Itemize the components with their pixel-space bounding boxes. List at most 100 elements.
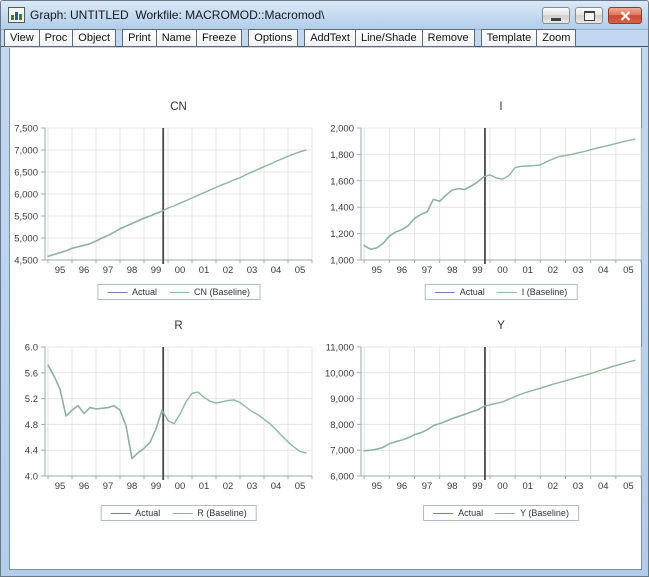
svg-text:4,500: 4,500: [14, 256, 38, 267]
chart-title: R: [174, 320, 182, 332]
svg-text:04: 04: [598, 481, 609, 492]
svg-text:5.2: 5.2: [25, 394, 38, 405]
toolbar-button-addtext[interactable]: AddText: [304, 29, 356, 47]
toolbar-group: View Proc Object: [4, 29, 117, 47]
chart-title: CN: [170, 101, 187, 113]
toolbar-button-print[interactable]: Print: [122, 29, 157, 47]
axes: [360, 128, 641, 261]
svg-text:01: 01: [522, 265, 533, 276]
svg-text:98: 98: [447, 265, 458, 276]
svg-text:02: 02: [223, 265, 234, 276]
svg-text:05: 05: [623, 265, 634, 276]
series-cn-baseline-: [47, 149, 307, 258]
legend[interactable]: Actual Y (Baseline): [423, 505, 579, 521]
svg-text:04: 04: [271, 265, 282, 276]
svg-text:7,000: 7,000: [14, 146, 38, 157]
svg-text:05: 05: [295, 265, 306, 276]
legend-label: Y (Baseline): [520, 508, 569, 518]
toolbar-button-freeze[interactable]: Freeze: [196, 29, 243, 47]
chart-title: Y: [497, 320, 505, 332]
svg-text:7,500: 7,500: [14, 124, 38, 135]
legend-label: Actual: [458, 508, 484, 518]
legend-label: Actual: [131, 287, 157, 297]
maximize-button[interactable]: [575, 7, 603, 24]
legend-line-sample: [168, 291, 189, 293]
svg-text:03: 03: [573, 265, 584, 276]
toolbar-button-remove[interactable]: Remove: [421, 29, 475, 47]
chart-y[interactable]: 6,000 7,000 8,000 9,000 10,000 11,000 95 96 97 98…: [325, 320, 642, 492]
legend-line-sample: [496, 291, 517, 293]
svg-text:5,500: 5,500: [14, 212, 38, 223]
legend-entry: Actual: [110, 508, 160, 518]
axes: [44, 347, 312, 477]
axes: [360, 347, 641, 477]
svg-text:01: 01: [199, 481, 210, 492]
y-axis-labels: 6,000 7,000 8,000 9,000 10,000 11,000: [325, 343, 361, 483]
svg-text:98: 98: [127, 265, 138, 276]
legend[interactable]: Actual I (Baseline): [424, 284, 578, 300]
toolbar: View Proc Object Print Name Freeze Options AddT…: [1, 29, 648, 47]
toolbar-button-zoom[interactable]: Zoom: [536, 29, 577, 47]
minimize-button[interactable]: [542, 7, 570, 24]
svg-text:95: 95: [55, 265, 66, 276]
toolbar-button-line-shade[interactable]: Line/Shade: [354, 29, 423, 47]
svg-text:97: 97: [422, 481, 433, 492]
svg-text:00: 00: [175, 265, 186, 276]
svg-text:11,000: 11,000: [326, 343, 354, 354]
legend-label: Actual: [459, 287, 485, 297]
chart-r[interactable]: 4.0 4.4 4.8 5.2 5.6 6.0 95 96 97 98 99 00 01 02 03 04 05…: [25, 320, 313, 492]
svg-text:9,000: 9,000: [330, 394, 354, 405]
svg-text:2,000: 2,000: [330, 124, 354, 135]
legend-line-sample: [495, 512, 516, 514]
svg-text:02: 02: [548, 481, 559, 492]
svg-text:95: 95: [55, 481, 66, 492]
svg-text:6,000: 6,000: [14, 190, 38, 201]
legend-entry: Actual: [433, 508, 483, 518]
svg-text:98: 98: [447, 481, 458, 492]
svg-text:4.4: 4.4: [25, 446, 38, 457]
toolbar-button-name[interactable]: Name: [155, 29, 198, 47]
close-button[interactable]: [608, 7, 642, 24]
toolbar-button-options[interactable]: Options: [248, 29, 299, 47]
toolbar-group: AddText Line/Shade Remove: [304, 29, 475, 47]
series-i-baseline-: [363, 138, 636, 250]
legend-entry: Actual: [434, 287, 485, 297]
window-title: Graph: UNTITLED Workfile: MACROMOD::Macr…: [30, 8, 325, 22]
svg-text:98: 98: [127, 481, 138, 492]
legend-label: I (Baseline): [521, 287, 568, 297]
legend[interactable]: Actual CN (Baseline): [96, 284, 261, 300]
svg-text:4.0: 4.0: [25, 472, 38, 483]
series-actual: [363, 405, 485, 452]
legend-entry: Y (Baseline): [495, 508, 569, 518]
toolbar-group: Options: [248, 29, 299, 47]
svg-text:97: 97: [103, 481, 114, 492]
svg-text:04: 04: [271, 481, 282, 492]
legend-entry: R (Baseline): [172, 508, 247, 518]
svg-text:1,200: 1,200: [330, 229, 354, 240]
legend[interactable]: Actual R (Baseline): [100, 505, 257, 521]
svg-text:05: 05: [295, 481, 306, 492]
svg-text:95: 95: [371, 265, 382, 276]
svg-text:97: 97: [103, 265, 114, 276]
toolbar-group: Template Zoom: [480, 29, 577, 47]
legend-line-sample: [172, 512, 193, 514]
toolbar-button-object[interactable]: Object: [72, 29, 117, 47]
svg-text:10,000: 10,000: [325, 368, 354, 379]
y-axis-labels: 1,000 1,200 1,400 1,600 1,800 2,000: [330, 124, 361, 267]
chart-i[interactable]: 1,000 1,200 1,400 1,600 1,800 2,000 95 96 97 98 99…: [330, 101, 642, 276]
svg-text:99: 99: [472, 481, 483, 492]
svg-text:02: 02: [223, 481, 234, 492]
svg-text:01: 01: [522, 481, 533, 492]
graph-client-area: [9, 48, 642, 570]
legend-line-sample: [110, 512, 131, 514]
y-axis-labels: 4.0 4.4 4.8 5.2 5.6 6.0: [25, 343, 45, 483]
svg-text:1,600: 1,600: [330, 176, 354, 187]
svg-text:03: 03: [573, 481, 584, 492]
svg-text:00: 00: [175, 481, 186, 492]
svg-text:1,400: 1,400: [330, 203, 354, 214]
series-r-baseline-: [47, 364, 307, 460]
chart-title: I: [499, 101, 502, 113]
